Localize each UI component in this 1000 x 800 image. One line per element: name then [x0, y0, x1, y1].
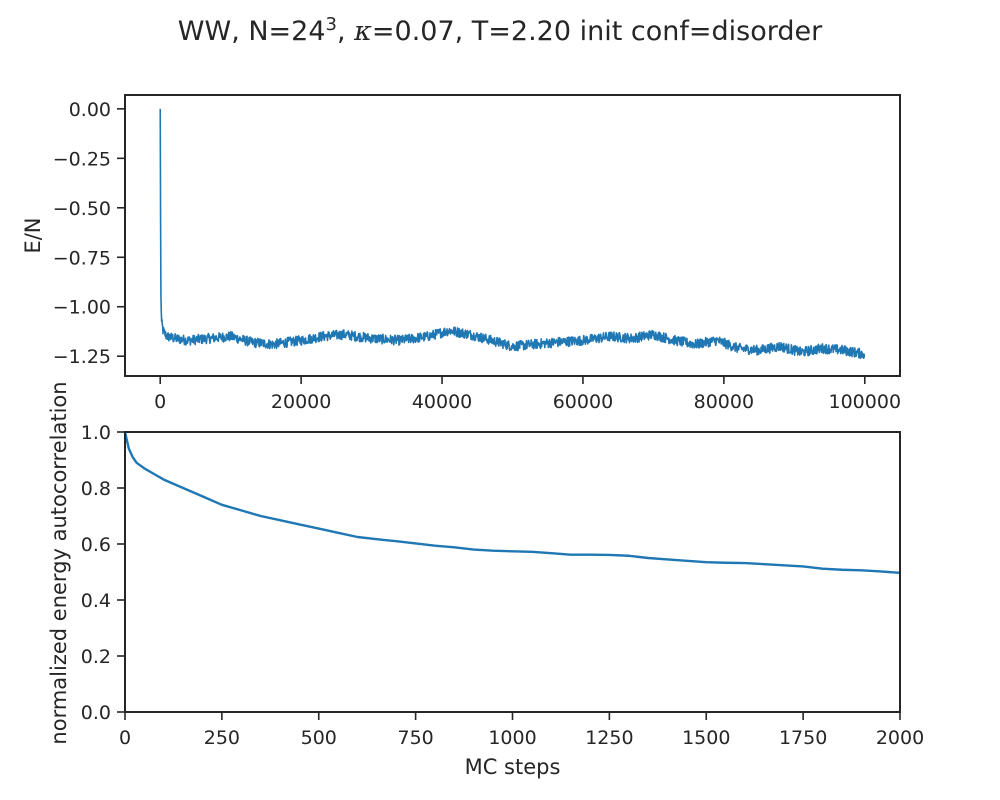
autocorr-xtick-label: 1750 [779, 727, 827, 749]
autocorr-series-line-0 [125, 432, 900, 575]
autocorr-xtick-label: 2000 [876, 727, 924, 749]
autocorr-xlabel: MC steps [465, 755, 561, 779]
autocorr-ytick-label: 0.8 [81, 478, 111, 500]
autocorr-ytick-label: 0.6 [81, 534, 111, 556]
autocorr-xtick-label: 250 [204, 727, 240, 749]
autocorr-xtick-label: 1250 [585, 727, 633, 749]
autocorr-xtick-label: 1500 [682, 727, 730, 749]
autocorrelation-plot: 0 250 500 750 1000 1250 1500 1750 2000 0.0 0.2 0.4 0… [47, 381, 924, 779]
title-exponent: 3 [325, 14, 337, 35]
energy-plot: 0 20000 40000 60000 80000 100000 0.00 −0.25 −0.5… [21, 94, 902, 413]
autocorr-xtick-label: 750 [397, 727, 433, 749]
energy-ytick-label: −0.25 [53, 148, 111, 170]
energy-ytick-label: −1.00 [53, 297, 111, 319]
energy-xtick-label: 20000 [271, 391, 331, 413]
title-kappa-symbol: κ [354, 16, 372, 47]
energy-ytick-label: −0.75 [53, 247, 111, 269]
energy-ylabel: E/N [21, 217, 45, 253]
autocorr-xtick-label: 500 [301, 727, 337, 749]
energy-xtick-label: 80000 [694, 391, 754, 413]
energy-xtick-label: 40000 [412, 391, 472, 413]
energy-xtick-label: 60000 [553, 391, 613, 413]
title-prefix: WW, N=24 [177, 16, 326, 47]
figure-title: WW, N=243, κ=0.07, T=2.20 init conf=diso… [177, 14, 823, 47]
autocorr-ytick-label: 0.2 [81, 646, 111, 668]
energy-axes-frame [124, 94, 901, 377]
energy-xtick-label: 100000 [829, 391, 902, 413]
autocorr-ytick-label: 0.4 [81, 590, 111, 612]
autocorr-ylabel: normalized energy autocorrelation [47, 381, 71, 744]
autocorr-axes-frame [124, 431, 901, 713]
energy-series-line-0 [159, 108, 866, 360]
energy-xtick-label: 0 [154, 391, 166, 413]
title-suffix: =0.07, T=2.20 init conf=disorder [371, 16, 823, 47]
energy-ytick-label: −1.25 [53, 346, 111, 368]
energy-ytick-label: −0.50 [53, 198, 111, 220]
autocorr-xtick-label: 1000 [488, 727, 536, 749]
autocorr-ytick-label: 0.0 [81, 702, 111, 724]
autocorr-ytick-label: 1.0 [81, 422, 111, 444]
autocorr-xtick-label: 0 [119, 727, 131, 749]
energy-ytick-label: 0.00 [69, 99, 111, 121]
